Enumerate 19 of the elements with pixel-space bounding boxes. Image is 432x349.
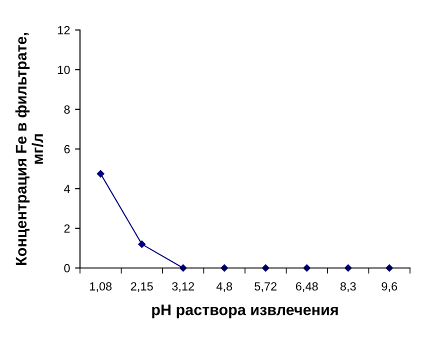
x-tick-label: 4,8 xyxy=(216,282,232,292)
y-tick-label: 12 xyxy=(58,26,70,34)
x-tick-label: 5,72 xyxy=(254,282,277,292)
y-tick-label: 0 xyxy=(64,264,70,272)
y-axis-title: Концентрация Fe в фильтрате, мг/л xyxy=(15,33,44,265)
point xyxy=(96,170,104,178)
x-tick-label: 6,48 xyxy=(296,282,318,292)
x-tick-label: 2,15 xyxy=(130,282,153,292)
x-axis-title: pH раствора извлечения xyxy=(152,304,338,318)
x-tick-label: 3,12 xyxy=(172,282,194,292)
y-tick-label: 10 xyxy=(58,66,70,74)
x-tick-label: 9,6 xyxy=(382,282,398,292)
y-tick-label: 8 xyxy=(64,105,70,114)
y-tick-label: 2 xyxy=(64,224,70,233)
x-tick-label: 1,08 xyxy=(90,282,112,292)
y-tick-label: 6 xyxy=(64,145,70,154)
x-tick-label: 8,3 xyxy=(340,282,356,292)
point xyxy=(138,240,146,248)
y-tick-label: 4 xyxy=(64,184,70,193)
